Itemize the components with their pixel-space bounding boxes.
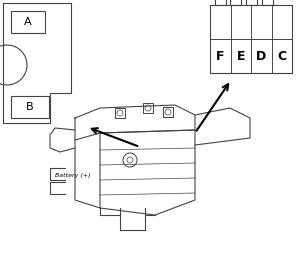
Text: E: E: [236, 49, 245, 63]
Text: D: D: [256, 49, 266, 63]
Text: C: C: [277, 49, 286, 63]
Bar: [246, 0, 257, 5]
Bar: [210, 5, 292, 73]
Text: Battery (+): Battery (+): [55, 173, 91, 178]
Bar: [262, 0, 273, 5]
Bar: [115, 108, 125, 118]
Bar: [215, 0, 226, 5]
Bar: [230, 0, 241, 5]
Bar: [163, 107, 173, 117]
Text: A: A: [24, 17, 32, 27]
Bar: [11, 11, 45, 33]
Bar: [11, 96, 49, 118]
Text: F: F: [216, 49, 224, 63]
Text: B: B: [26, 102, 34, 112]
Bar: [143, 103, 153, 113]
